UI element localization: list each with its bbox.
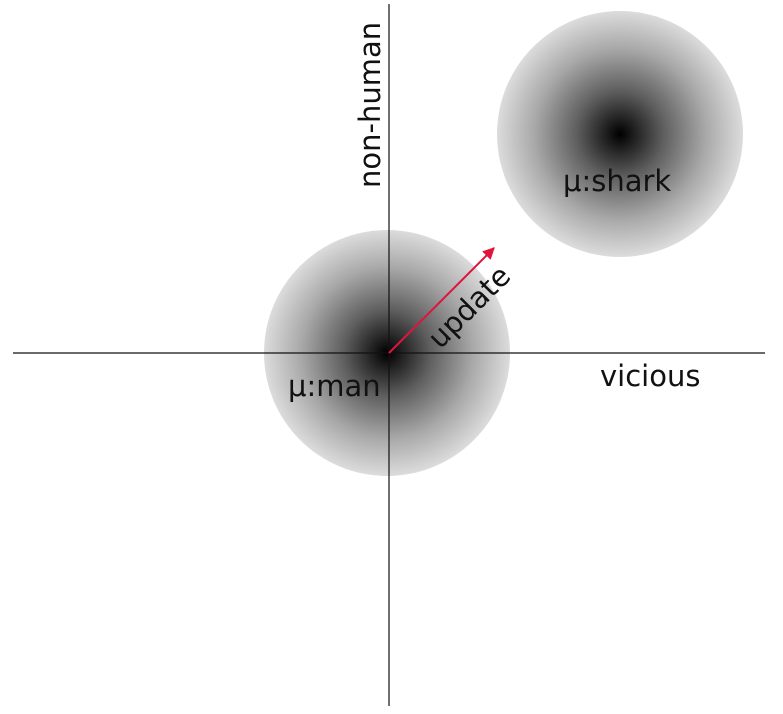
x-axis-label: vicious bbox=[600, 359, 700, 393]
y-axis-label: non-human bbox=[353, 22, 387, 188]
update-arrow bbox=[388, 247, 495, 354]
shark-cluster bbox=[497, 11, 743, 257]
man-cluster-label: μ:man bbox=[288, 369, 381, 403]
shark-cluster-label: μ:shark bbox=[563, 164, 671, 198]
